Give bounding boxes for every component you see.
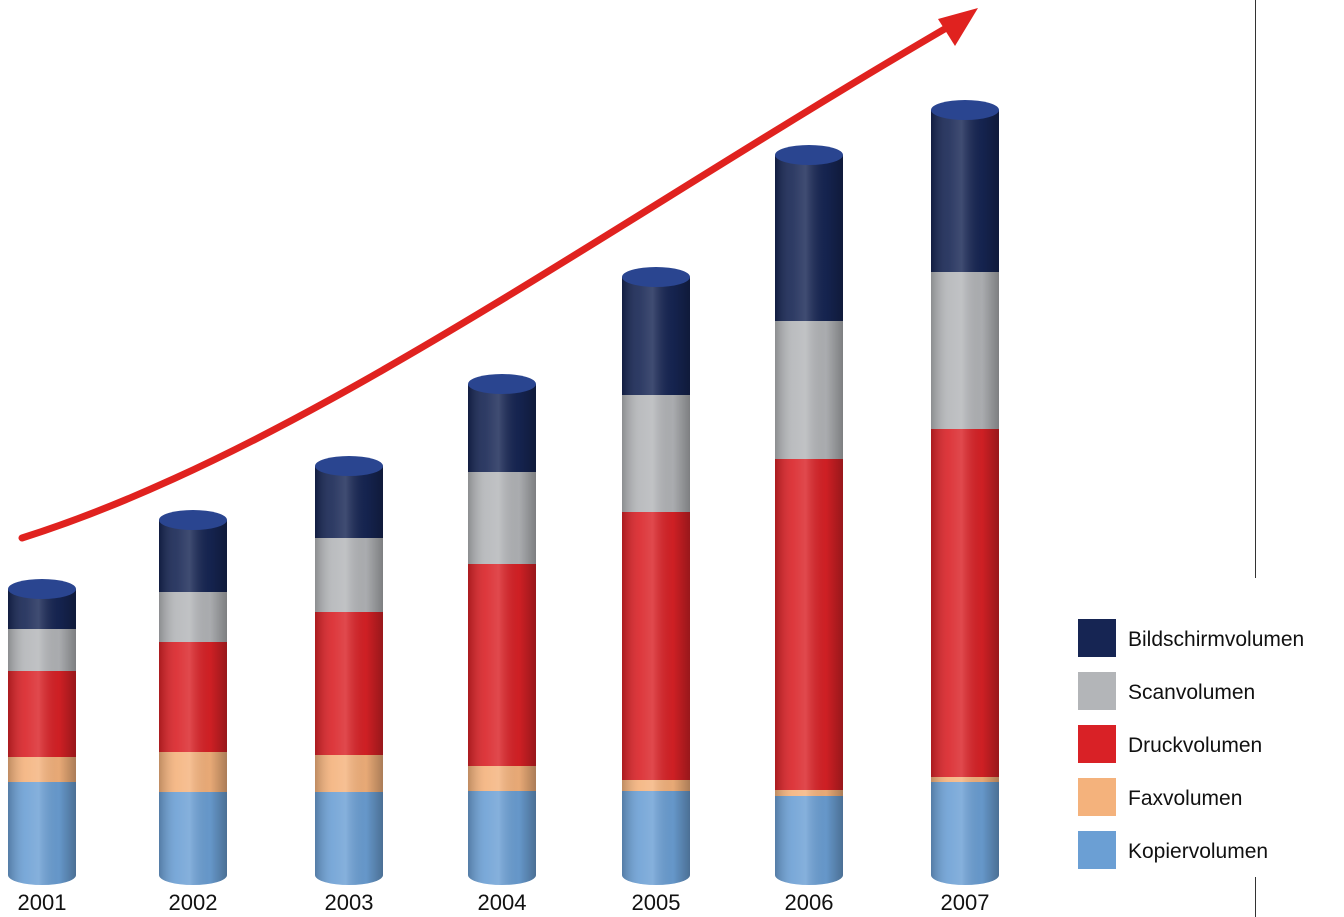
x-tick-label-2001: 2001	[18, 890, 67, 915]
legend-item-scanvolumen: Scanvolumen	[1078, 672, 1255, 710]
bar-top-cap-2005	[622, 267, 690, 287]
legend-item-kopiervolumen: Kopiervolumen	[1078, 831, 1268, 869]
bar-stack-2006	[775, 145, 843, 885]
bar-shading-2004	[468, 384, 536, 885]
x-tick-label-2004: 2004	[478, 890, 527, 915]
legend-swatch-scanvolumen	[1078, 672, 1116, 710]
legend-label-kopiervolumen: Kopiervolumen	[1128, 840, 1268, 863]
legend-item-faxvolumen: Faxvolumen	[1078, 778, 1242, 816]
bar-top-cap-2002	[159, 510, 227, 530]
legend-label-bildschirmvolumen: Bildschirmvolumen	[1128, 628, 1304, 651]
bar-stack-2007	[931, 100, 999, 885]
legend-item-druckvolumen: Druckvolumen	[1078, 725, 1262, 763]
x-tick-label-2002: 2002	[169, 890, 218, 915]
x-tick-label-2005: 2005	[632, 890, 681, 915]
bar-top-cap-2004	[468, 374, 536, 394]
bar-stack-2001	[8, 579, 76, 885]
trend-arrow-line	[18, 23, 952, 542]
bar-stack-2004	[468, 374, 536, 885]
legend-swatch-bildschirmvolumen	[1078, 619, 1116, 657]
legend-label-faxvolumen: Faxvolumen	[1128, 787, 1242, 810]
bar-shading-2001	[8, 589, 76, 885]
x-tick-label-2006: 2006	[785, 890, 834, 915]
bar-top-cap-2006	[775, 145, 843, 165]
trend-arrow-head	[938, 8, 978, 46]
legend: Bildschirmvolumen Scanvolumen Druckvolumen…	[1078, 619, 1304, 869]
bar-shading-2003	[315, 466, 383, 885]
bar-stacks	[8, 100, 999, 885]
legend-item-bildschirmvolumen: Bildschirmvolumen	[1078, 619, 1304, 657]
bar-shading-2005	[622, 277, 690, 885]
legend-label-scanvolumen: Scanvolumen	[1128, 681, 1255, 704]
x-tick-label-2007: 2007	[941, 890, 990, 915]
legend-label-druckvolumen: Druckvolumen	[1128, 734, 1262, 757]
legend-swatch-kopiervolumen	[1078, 831, 1116, 869]
bar-shading-2002	[159, 520, 227, 885]
bar-stack-2005	[622, 267, 690, 885]
x-axis-tick-labels: 2001 2002 2003 2004 2005 2006 2007	[18, 890, 990, 915]
bar-stack-2003	[315, 456, 383, 885]
bar-top-cap-2007	[931, 100, 999, 120]
legend-swatch-faxvolumen	[1078, 778, 1116, 816]
bar-shading-2006	[775, 155, 843, 885]
legend-swatch-druckvolumen	[1078, 725, 1116, 763]
bar-top-cap-2003	[315, 456, 383, 476]
x-tick-label-2003: 2003	[325, 890, 374, 915]
bar-top-cap-2001	[8, 579, 76, 599]
bar-shading-2007	[931, 110, 999, 885]
bar-stack-2002	[159, 510, 227, 885]
